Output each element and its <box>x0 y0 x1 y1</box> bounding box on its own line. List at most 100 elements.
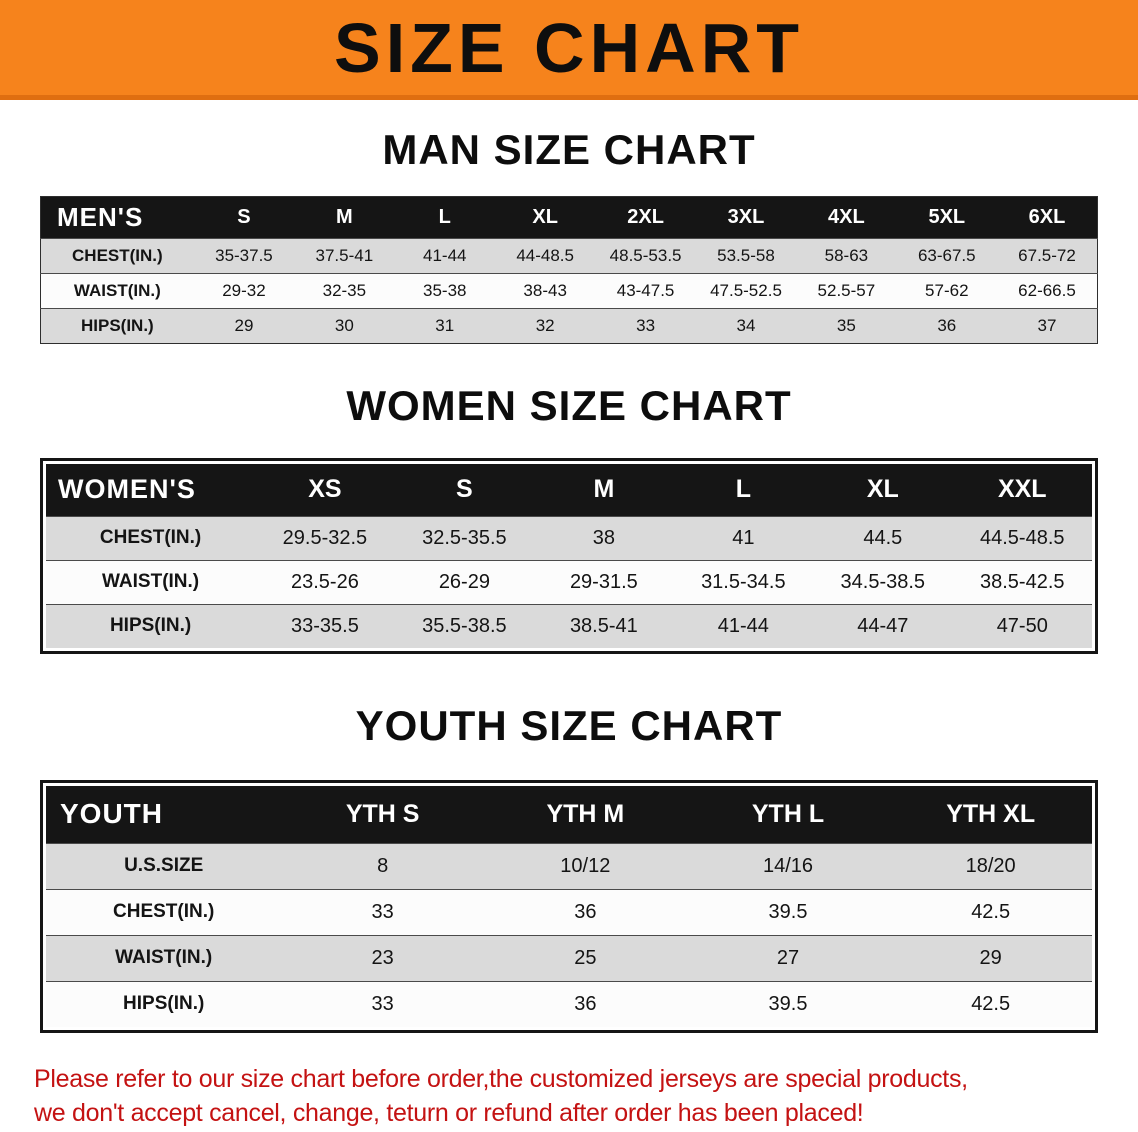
table-row: WAIST(IN.) 23 25 27 29 <box>46 935 1092 981</box>
measurement-value: 41-44 <box>423 246 467 265</box>
measurement-value: 10/12 <box>560 854 611 877</box>
table-row: CHEST(IN.) 29.5-32.5 32.5-35.5 38 41 44.5 44.5… <box>46 516 1092 560</box>
size-column-header: XL <box>494 196 596 239</box>
measurement-value: 37 <box>1037 316 1057 335</box>
size-column-header: YTH S <box>281 786 484 843</box>
men-size-chart-heading: MAN SIZE CHART <box>382 126 756 173</box>
measurement-row-label: CHEST(IN.) <box>113 901 215 922</box>
measurement-value: 26-29 <box>438 570 490 593</box>
table-row: WAIST(IN.) 23.5-26 26-29 29-31.5 31.5-34.5 34… <box>46 560 1092 604</box>
measurement-value: 33-35.5 <box>291 614 359 637</box>
table-row: HIPS(IN.) 33-35.5 35.5-38.5 38.5-41 41-44 44-… <box>46 604 1092 648</box>
table-row: CHEST(IN.) 35-37.5 37.5-41 41-44 44-48.5 48.5… <box>40 238 1098 274</box>
header-row: MEN'S S M L XL 2XL 3XL 4XL 5XL 6XL <box>40 196 1098 239</box>
measurement-value: 63-67.5 <box>917 246 976 265</box>
measurement-value: 32-35 <box>322 281 367 300</box>
measurement-value: 30 <box>334 316 354 335</box>
measurement-value: 38-43 <box>523 281 567 300</box>
measurement-value: 35.5-38.5 <box>422 614 507 637</box>
measurement-value: 42.5 <box>971 992 1011 1015</box>
measurement-value: 29.5-32.5 <box>282 526 368 549</box>
measurement-value: 39.5 <box>768 992 808 1015</box>
measurement-value: 35-38 <box>423 281 467 300</box>
measurement-value: 43-47.5 <box>616 281 675 300</box>
measurement-value: 36 <box>574 992 597 1015</box>
size-column-header: L <box>394 196 495 239</box>
measurement-value: 39.5 <box>768 900 808 923</box>
table-corner-label: MEN'S <box>40 196 194 239</box>
women-size-chart-heading: WOMEN SIZE CHART <box>346 382 792 429</box>
measurement-value: 32 <box>535 316 555 335</box>
measurement-row-label: HIPS(IN.) <box>109 615 192 637</box>
measurement-value: 31 <box>435 316 455 335</box>
size-column-header: 2XL <box>595 196 696 239</box>
measurement-value: 58-63 <box>824 246 869 265</box>
measurement-value: 52.5-57 <box>817 281 876 300</box>
size-table: YOUTH YTH S YTH M YTH L YTH XL U.S.SIZE 8 10/12… <box>46 786 1092 1027</box>
measurement-value: 36 <box>574 900 597 923</box>
measurement-value: 33 <box>371 900 394 923</box>
measurement-row-label: WAIST(IN.) <box>115 947 213 968</box>
size-column-header: M <box>294 196 395 239</box>
measurement-value: 35 <box>836 316 856 335</box>
measurement-value: 53.5-58 <box>717 246 775 265</box>
table-row: HIPS(IN.) 33 36 39.5 42.5 <box>46 981 1092 1027</box>
measurement-value: 29 <box>979 946 1002 969</box>
measurement-value: 47-50 <box>996 614 1048 637</box>
page-title: SIZE CHART <box>334 8 804 87</box>
table-row: WAIST(IN.) 29-32 32-35 35-38 38-43 43-47.5 47.… <box>40 273 1098 309</box>
measurement-value: 34.5-38.5 <box>840 570 926 593</box>
measurement-value: 37.5-41 <box>315 246 374 265</box>
measurement-value: 29-31.5 <box>569 570 638 593</box>
measurement-value: 57-62 <box>925 281 969 300</box>
size-column-header: S <box>193 196 295 239</box>
size-column-header: L <box>673 464 814 516</box>
measurement-value: 44.5 <box>863 526 903 549</box>
measurement-value: 33 <box>636 316 656 335</box>
measurement-value: 42.5 <box>971 900 1011 923</box>
table-row: HIPS(IN.) 29 30 31 32 33 34 35 36 37 <box>40 308 1098 344</box>
measurement-row-label: HIPS(IN.) <box>123 993 205 1015</box>
size-column-header: XS <box>255 464 395 516</box>
size-column-header: 4XL <box>796 196 897 239</box>
size-table: WOMEN'S XS S M L XL XXL CHEST(IN.) 29.5-32.5 32.5… <box>46 464 1092 648</box>
measurement-value: 38.5-42.5 <box>980 570 1065 593</box>
measurement-value: 23.5-26 <box>291 570 359 593</box>
measurement-value: 38 <box>592 526 615 549</box>
measurement-value: 34 <box>736 316 756 335</box>
measurement-value: 47.5-52.5 <box>710 281 782 300</box>
footer-note: Please refer to our size chart before or… <box>34 1063 1104 1131</box>
women-size-table: WOMEN'S XS S M L XL XXL CHEST(IN.) 29.5-32.5 32.5… <box>40 458 1098 654</box>
size-column-header: 5XL <box>896 196 997 239</box>
measurement-value: 41 <box>732 526 755 549</box>
size-column-header: YTH M <box>484 786 687 843</box>
header-row: YOUTH YTH S YTH M YTH L YTH XL <box>46 786 1092 843</box>
table-corner-label: WOMEN'S <box>46 464 256 516</box>
size-column-header: XL <box>813 464 953 516</box>
youth-size-chart-heading: YOUTH SIZE CHART <box>355 702 783 749</box>
youth-size-table: YOUTH YTH S YTH M YTH L YTH XL U.S.SIZE 8 10/12… <box>40 780 1098 1033</box>
table-row: CHEST(IN.) 33 36 39.5 42.5 <box>46 889 1092 935</box>
size-column-header: YTH L <box>686 786 890 843</box>
note-line-1: Please refer to our size chart before or… <box>34 1065 968 1093</box>
size-chart-banner: SIZE CHART <box>0 0 1138 100</box>
size-column-header: XXL <box>952 464 1092 516</box>
measurement-value: 8 <box>377 854 389 877</box>
header-row: WOMEN'S XS S M L XL XXL <box>46 464 1092 516</box>
measurement-value: 44-47 <box>857 614 909 637</box>
measurement-value: 41-44 <box>717 614 769 637</box>
measurement-row-label: U.S.SIZE <box>124 855 204 876</box>
measurement-row-label: WAIST(IN.) <box>102 571 200 592</box>
measurement-value: 29 <box>234 316 254 335</box>
measurement-value: 62-66.5 <box>1018 281 1076 300</box>
measurement-value: 23 <box>371 946 394 969</box>
measurement-value: 36 <box>937 316 957 335</box>
measurement-value: 14/16 <box>762 854 814 877</box>
table-corner-label: YOUTH <box>46 786 282 843</box>
measurement-row-label: CHEST(IN.) <box>99 527 202 548</box>
measurement-value: 35-37.5 <box>215 246 273 265</box>
table-row: U.S.SIZE 8 10/12 14/16 18/20 <box>46 843 1092 889</box>
measurement-value: 48.5-53.5 <box>609 246 682 265</box>
measurement-row-label: CHEST(IN.) <box>72 246 163 265</box>
measurement-value: 29-32 <box>222 281 266 300</box>
